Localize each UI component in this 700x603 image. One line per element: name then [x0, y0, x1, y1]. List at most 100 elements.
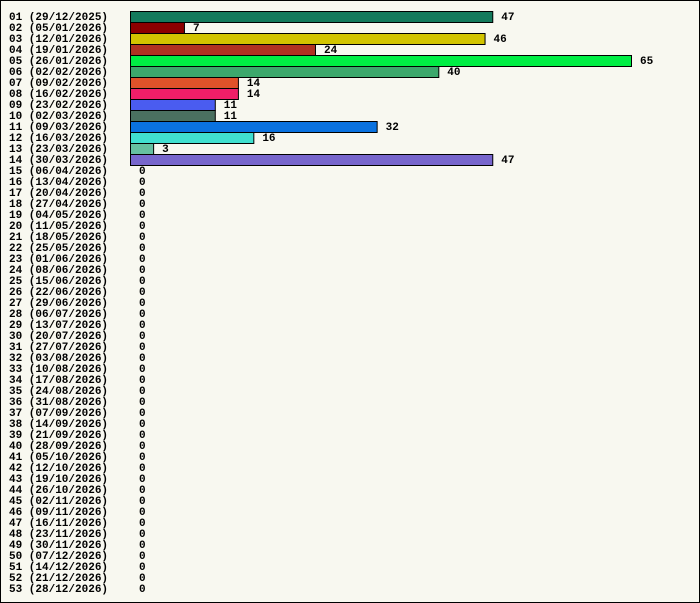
value-label: 0 [139, 309, 146, 321]
category-label: 20 (11/05/2026) [9, 221, 108, 233]
category-label: 04 (19/01/2026) [9, 45, 108, 57]
value-label: 0 [139, 408, 146, 420]
bar [130, 132, 255, 144]
bar [130, 154, 494, 166]
value-label: 0 [139, 518, 146, 530]
value-label: 0 [139, 342, 146, 354]
category-label: 23 (01/06/2026) [9, 254, 108, 266]
bar [130, 11, 494, 23]
value-label: 0 [139, 386, 146, 398]
category-label: 43 (19/10/2026) [9, 474, 108, 486]
value-label: 0 [139, 353, 146, 365]
category-label: 32 (03/08/2026) [9, 353, 108, 365]
category-label: 28 (06/07/2026) [9, 309, 108, 321]
category-label: 17 (20/04/2026) [9, 188, 108, 200]
value-label: 0 [139, 485, 146, 497]
value-label: 0 [139, 364, 146, 376]
category-label: 53 (28/12/2026) [9, 584, 108, 596]
category-label: 40 (28/09/2026) [9, 441, 108, 453]
value-label: 0 [139, 474, 146, 486]
category-label: 01 (29/12/2025) [9, 12, 108, 24]
value-label: 0 [139, 254, 146, 266]
category-label: 38 (14/09/2026) [9, 419, 108, 431]
category-label: 18 (27/04/2026) [9, 199, 108, 211]
value-label: 0 [139, 243, 146, 255]
value-label: 16 [262, 133, 275, 145]
bar [130, 121, 378, 133]
category-label: 29 (13/07/2026) [9, 320, 108, 332]
category-label: 13 (23/03/2026) [9, 144, 108, 156]
value-label: 0 [139, 199, 146, 211]
category-label: 16 (13/04/2026) [9, 177, 108, 189]
bar [130, 66, 440, 78]
value-label: 0 [139, 276, 146, 288]
category-label: 51 (14/12/2026) [9, 562, 108, 574]
value-label: 0 [139, 298, 146, 310]
value-label: 14 [247, 89, 261, 101]
category-label: 39 (21/09/2026) [9, 430, 108, 442]
value-label: 11 [224, 111, 238, 123]
category-label: 33 (10/08/2026) [9, 364, 108, 376]
value-label: 65 [640, 56, 654, 68]
category-label: 34 (17/08/2026) [9, 375, 108, 387]
bar [130, 99, 216, 111]
category-label: 30 (20/07/2026) [9, 331, 108, 343]
category-label: 05 (26/01/2026) [9, 56, 108, 68]
category-label: 48 (23/11/2026) [9, 529, 108, 541]
bar [130, 88, 239, 100]
category-label: 24 (08/06/2026) [9, 265, 108, 277]
value-label: 32 [386, 122, 399, 134]
category-label: 31 (27/07/2026) [9, 342, 108, 354]
category-label: 52 (21/12/2026) [9, 573, 108, 585]
value-label: 40 [447, 67, 460, 79]
value-label: 0 [139, 375, 146, 387]
value-label: 0 [139, 496, 146, 508]
bar [130, 22, 185, 34]
value-label: 0 [139, 573, 146, 585]
value-label: 3 [162, 144, 169, 156]
value-label: 0 [139, 529, 146, 541]
bar [130, 55, 632, 67]
category-label: 11 (09/03/2026) [9, 122, 108, 134]
category-label: 15 (06/04/2026) [9, 166, 108, 178]
category-label: 47 (16/11/2026) [9, 518, 108, 530]
value-label: 0 [139, 551, 146, 563]
value-label: 24 [324, 45, 338, 57]
value-label: 0 [139, 463, 146, 475]
category-label: 22 (25/05/2026) [9, 243, 108, 255]
value-label: 7 [193, 23, 200, 35]
category-label: 07 (09/02/2026) [9, 78, 108, 90]
category-label: 26 (22/06/2026) [9, 287, 108, 299]
value-label: 0 [139, 441, 146, 453]
category-label: 25 (15/06/2026) [9, 276, 108, 288]
value-label: 0 [139, 166, 146, 178]
category-label: 09 (23/02/2026) [9, 100, 108, 112]
category-label: 49 (30/11/2026) [9, 540, 108, 552]
bar [130, 77, 239, 89]
value-label: 0 [139, 287, 146, 299]
value-label: 46 [494, 34, 507, 46]
value-label: 11 [224, 100, 238, 112]
category-label: 44 (26/10/2026) [9, 485, 108, 497]
category-label: 36 (31/08/2026) [9, 397, 108, 409]
bar [130, 143, 155, 155]
value-label: 14 [247, 78, 261, 90]
value-label: 0 [139, 584, 146, 596]
value-label: 0 [139, 430, 146, 442]
category-label: 35 (24/08/2026) [9, 386, 108, 398]
value-label: 47 [501, 12, 514, 24]
value-label: 0 [139, 419, 146, 431]
value-label: 0 [139, 397, 146, 409]
value-label: 0 [139, 265, 146, 277]
bar [130, 33, 486, 45]
category-label: 41 (05/10/2026) [9, 452, 108, 464]
value-label: 0 [139, 507, 146, 519]
category-label: 10 (02/03/2026) [9, 111, 108, 123]
value-label: 0 [139, 562, 146, 574]
value-label: 0 [139, 452, 146, 464]
category-label: 21 (18/05/2026) [9, 232, 108, 244]
value-label: 0 [139, 188, 146, 200]
category-label: 08 (16/02/2026) [9, 89, 108, 101]
